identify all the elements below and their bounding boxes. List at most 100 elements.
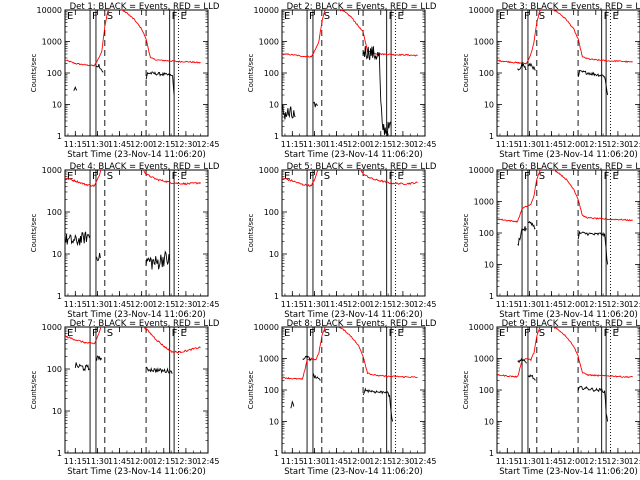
detector-panel: Det 9: BLACK = Events, RED = LLD 1 10 100 10… (462, 319, 640, 477)
event-marker-label: E (398, 171, 404, 182)
lld-series-line (497, 10, 633, 65)
y-tick-label: 1 (57, 449, 62, 458)
x-tick-label: 12:00 (130, 300, 153, 309)
y-tick-label: 1000 (259, 166, 279, 175)
plot-frame (281, 9, 426, 137)
y-tick-label: 1 (274, 292, 279, 301)
event-marker-label: F (92, 171, 98, 182)
events-series-line (73, 85, 78, 91)
x-tick-label: 11:45 (108, 140, 131, 149)
x-tick-label: 12:15 (584, 457, 607, 466)
x-tick-label: 11:15 (496, 300, 519, 309)
panel-title: Det 2: BLACK = Events, RED = LLD (287, 2, 437, 12)
plot-frame (496, 326, 640, 454)
event-marker-label: E (499, 11, 505, 22)
event-marker-label: E (67, 328, 73, 339)
x-axis-label: Start Time (23-Nov-14 11:06:20) (284, 467, 423, 477)
event-marker-label: E (181, 11, 187, 22)
x-tick-label: 11:15 (281, 457, 304, 466)
y-tick-label: 10000 (254, 323, 279, 332)
y-tick-label: 10000 (37, 6, 62, 15)
x-tick-label: 12:15 (369, 300, 392, 309)
event-marker-label: F (309, 11, 315, 22)
event-marker-label: E (181, 328, 187, 339)
events-series-line (577, 69, 609, 96)
x-tick-label: 11:30 (518, 457, 541, 466)
x-tick-label: 12:45 (628, 457, 640, 466)
lld-series-line (497, 170, 633, 223)
x-tick-label: 11:45 (540, 300, 563, 309)
y-tick-label: 1000 (474, 198, 494, 207)
events-series-line (145, 366, 173, 374)
event-marker-label: S (539, 328, 545, 339)
x-tick-label: 12:30 (391, 457, 414, 466)
y-axis-label: Counts/sec (462, 214, 470, 253)
lld-series-line (65, 170, 201, 187)
panel-title: Det 9: BLACK = Events, RED = LLD (502, 319, 640, 329)
y-tick-label: 1 (274, 449, 279, 458)
events-series-line (312, 101, 318, 108)
detector-panel: Det 8: BLACK = Events, RED = LLD 1 10 100 10… (247, 319, 437, 477)
event-marker-label: S (107, 328, 113, 339)
y-tick-label: 10 (52, 407, 62, 416)
x-axis-label: Start Time (23-Nov-14 11:06:20) (499, 150, 638, 160)
event-marker-label: F (524, 328, 530, 339)
x-tick-label: 12:00 (562, 140, 585, 149)
events-series-line (302, 355, 312, 362)
y-axis-label: Counts/sec (30, 371, 38, 410)
x-axis-label: Start Time (23-Nov-14 11:06:20) (499, 467, 638, 477)
events-series-line (290, 400, 295, 409)
x-tick-label: 12:00 (130, 140, 153, 149)
y-tick-label: 10 (484, 261, 494, 270)
x-tick-label: 11:15 (64, 457, 87, 466)
y-tick-label: 1 (489, 132, 494, 141)
x-tick-label: 12:15 (152, 300, 175, 309)
x-tick-label: 11:30 (303, 300, 326, 309)
plot-frame (64, 326, 209, 454)
x-tick-label: 12:15 (584, 300, 607, 309)
x-tick-label: 11:30 (303, 140, 326, 149)
x-tick-label: 11:30 (518, 140, 541, 149)
x-tick-label: 12:00 (562, 457, 585, 466)
x-tick-label: 12:45 (196, 140, 219, 149)
events-series-line (312, 373, 321, 381)
y-tick-label: 1000 (259, 38, 279, 47)
x-tick-label: 12:00 (347, 457, 370, 466)
events-series-line (577, 385, 609, 422)
x-tick-label: 12:15 (152, 140, 175, 149)
y-tick-label: 1000 (474, 38, 494, 47)
events-series-line (65, 231, 91, 247)
x-tick-label: 11:45 (325, 457, 348, 466)
event-marker-label: E (613, 11, 619, 22)
events-series-line (517, 357, 527, 364)
event-marker-label: S (324, 11, 330, 22)
panel-title: Det 6: BLACK = Events, RED = LLD (502, 162, 640, 172)
x-tick-label: 11:15 (496, 140, 519, 149)
y-tick-label: 1 (57, 132, 62, 141)
x-axis-label: Start Time (23-Nov-14 11:06:20) (284, 310, 423, 320)
lld-series-line (282, 170, 418, 188)
x-tick-label: 11:15 (281, 140, 304, 149)
plot-frame (64, 169, 209, 297)
events-series-line (362, 45, 392, 136)
x-tick-label: 12:45 (196, 457, 219, 466)
event-marker-label: S (539, 171, 545, 182)
event-marker-label: E (67, 171, 73, 182)
detector-panel: Det 7: BLACK = Events, RED = LLD 1 10 100 10… (30, 319, 220, 477)
panel-title: Det 3: BLACK = Events, RED = LLD (502, 2, 640, 12)
x-tick-label: 12:00 (347, 140, 370, 149)
x-tick-label: 11:45 (325, 140, 348, 149)
x-tick-label: 11:45 (540, 457, 563, 466)
plot-frame (281, 169, 426, 297)
panel-title: Det 5: BLACK = Events, RED = LLD (287, 162, 437, 172)
x-tick-label: 12:00 (562, 300, 585, 309)
event-marker-label: E (398, 11, 404, 22)
x-tick-label: 11:15 (64, 140, 87, 149)
y-tick-label: 100 (479, 386, 494, 395)
event-marker-label: F (604, 171, 610, 182)
plot-frame (496, 9, 640, 137)
events-series-line (528, 220, 536, 230)
events-series-line (527, 373, 536, 381)
event-marker-label: F (389, 171, 395, 182)
y-axis-label: Counts/sec (30, 214, 38, 253)
